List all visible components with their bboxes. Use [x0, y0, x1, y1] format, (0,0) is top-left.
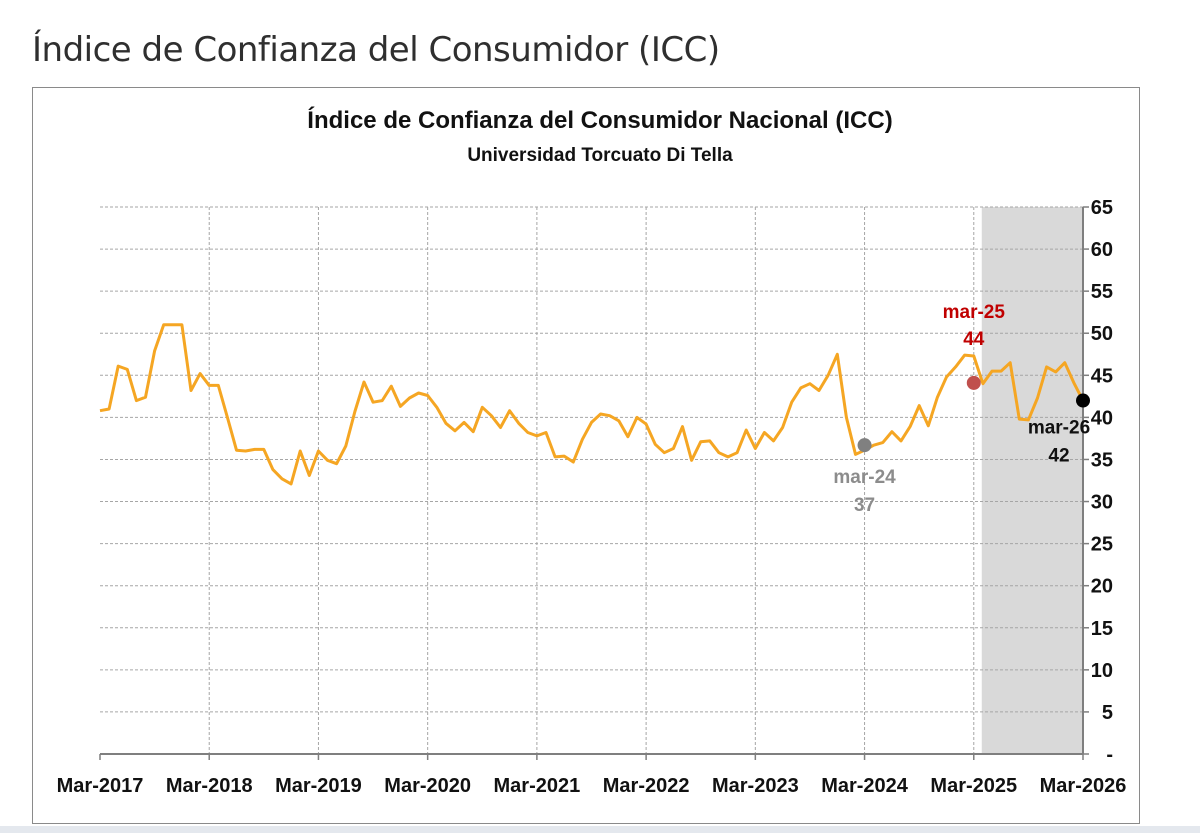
y-tick-label: 40	[1091, 407, 1113, 429]
marker-label-mar-24: mar-24	[833, 467, 896, 488]
y-tick-label: 30	[1091, 492, 1113, 514]
y-tick-label: 10	[1091, 660, 1113, 682]
y-tick-label: 5	[1102, 702, 1113, 724]
x-axis-ticks: Mar-2017 Mar-2018 Mar-2019 Mar-2020 Mar-2021…	[57, 754, 1127, 797]
y-tick-label: 20	[1091, 576, 1113, 598]
x-tick-label: Mar-2021	[494, 775, 581, 797]
marker-mar-26	[1076, 393, 1090, 408]
marker-label-mar-25: mar-25	[943, 302, 1006, 323]
x-tick-label: Mar-2023	[712, 775, 799, 797]
marker-mar-24	[857, 438, 872, 453]
y-tick-label: 65	[1091, 197, 1113, 219]
x-tick-label: Mar-2022	[603, 775, 690, 797]
y-tick-label: 35	[1091, 449, 1113, 471]
y-axis-ticks: - 5 10 15 20 25 30 35 40 45 50 55 60 65	[1083, 197, 1113, 766]
axes	[100, 207, 1084, 755]
bottom-strip	[0, 826, 1200, 833]
chart-subtitle: Universidad Torcuato Di Tella	[467, 145, 733, 166]
y-tick-label: 15	[1091, 618, 1113, 640]
chart-title: Índice de Confianza del Consumidor Nacio…	[307, 106, 892, 134]
y-tick-label: 45	[1091, 365, 1113, 387]
page-title: Índice de Confianza del Consumidor (ICC)	[32, 30, 720, 70]
x-tick-label: Mar-2018	[166, 775, 253, 797]
highlight-markers: mar-24 37 mar-25 44 mar-26 42	[833, 302, 1090, 516]
y-tick-label: 50	[1091, 323, 1113, 345]
marker-value-mar-24: 37	[854, 495, 875, 516]
x-tick-label: Mar-2019	[275, 775, 362, 797]
icc-line-chart: Índice de Confianza del Consumidor Nacio…	[57, 106, 1127, 797]
y-tick-label: -	[1106, 744, 1113, 766]
series-line-icc	[99, 323, 1085, 486]
gridlines	[100, 206, 1084, 754]
marker-value-mar-25: 44	[963, 329, 985, 350]
marker-mar-25	[966, 375, 981, 390]
marker-label-mar-26: mar-26	[1028, 418, 1090, 439]
x-tick-label: Mar-2025	[930, 775, 1017, 797]
marker-value-mar-26: 42	[1048, 446, 1069, 467]
shaded-period	[981, 207, 1083, 754]
y-tick-label: 55	[1091, 281, 1113, 303]
y-tick-label: 25	[1091, 534, 1113, 556]
x-tick-label: Mar-2026	[1040, 775, 1127, 797]
chart-frame: Índice de Confianza del Consumidor Nacio…	[32, 87, 1140, 824]
x-tick-label: Mar-2017	[57, 775, 144, 797]
x-tick-label: Mar-2020	[384, 775, 471, 797]
x-tick-label: Mar-2024	[821, 775, 909, 797]
y-tick-label: 60	[1091, 239, 1113, 261]
